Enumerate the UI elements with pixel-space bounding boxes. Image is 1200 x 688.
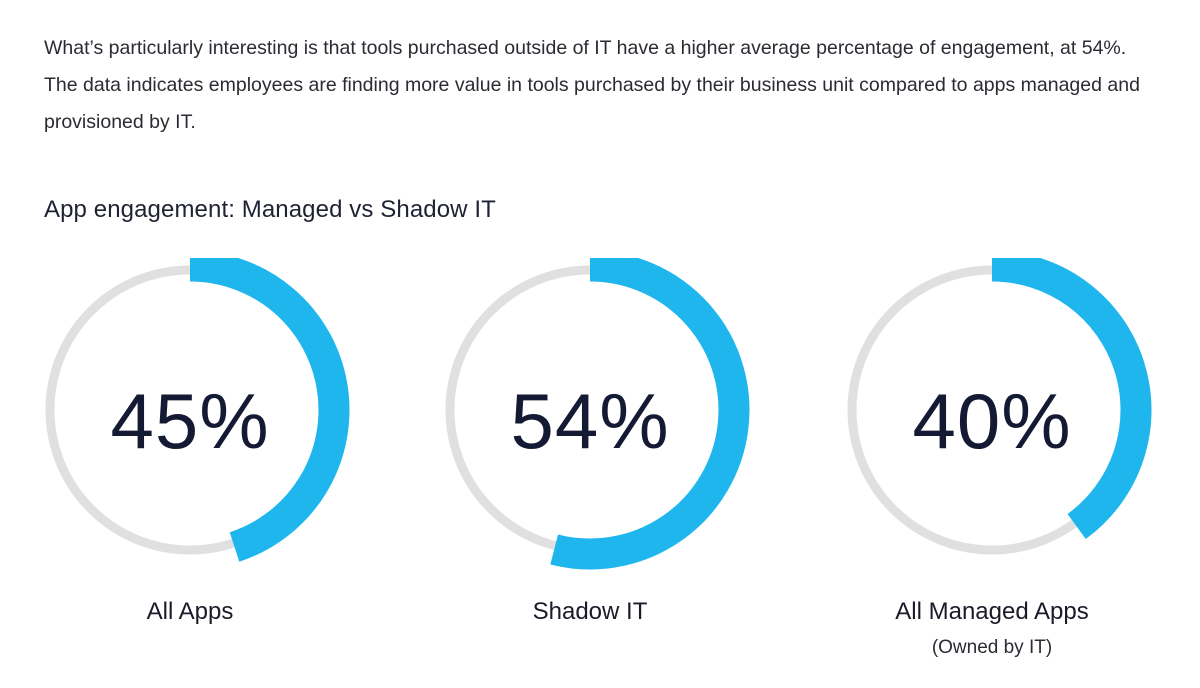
chart-title: App engagement: Managed vs Shadow IT xyxy=(44,196,496,223)
donut-all-apps: 45% All Apps xyxy=(30,258,350,678)
donut-label-shadow-it: Shadow IT xyxy=(532,598,648,625)
donut-arc-all-managed-apps xyxy=(991,258,1152,540)
donut-value-shadow-it: 54% xyxy=(510,377,670,465)
donut-chart-shadow-it xyxy=(445,258,750,570)
donut-chart-all-apps xyxy=(45,258,350,562)
donut-label-all-managed-apps: All Managed Apps xyxy=(895,598,1089,625)
intro-paragraph: What’s particularly interesting is that … xyxy=(44,37,1140,133)
donut-arc-shadow-it xyxy=(550,258,750,570)
donut-chart-all-managed-apps xyxy=(847,258,1152,555)
donut-all-managed-apps: 40% All Managed Apps (Owned by IT) xyxy=(832,258,1152,678)
donut-sublabel-all-managed-apps: (Owned by IT) xyxy=(931,637,1053,658)
donut-shadow-it: 54% Shadow IT xyxy=(430,258,750,678)
donut-label-all-apps: All Apps xyxy=(146,598,234,625)
donut-value-all-managed-apps: 40% xyxy=(912,377,1072,465)
donut-arc-all-apps xyxy=(189,258,350,562)
donut-value-all-apps: 45% xyxy=(110,377,270,465)
